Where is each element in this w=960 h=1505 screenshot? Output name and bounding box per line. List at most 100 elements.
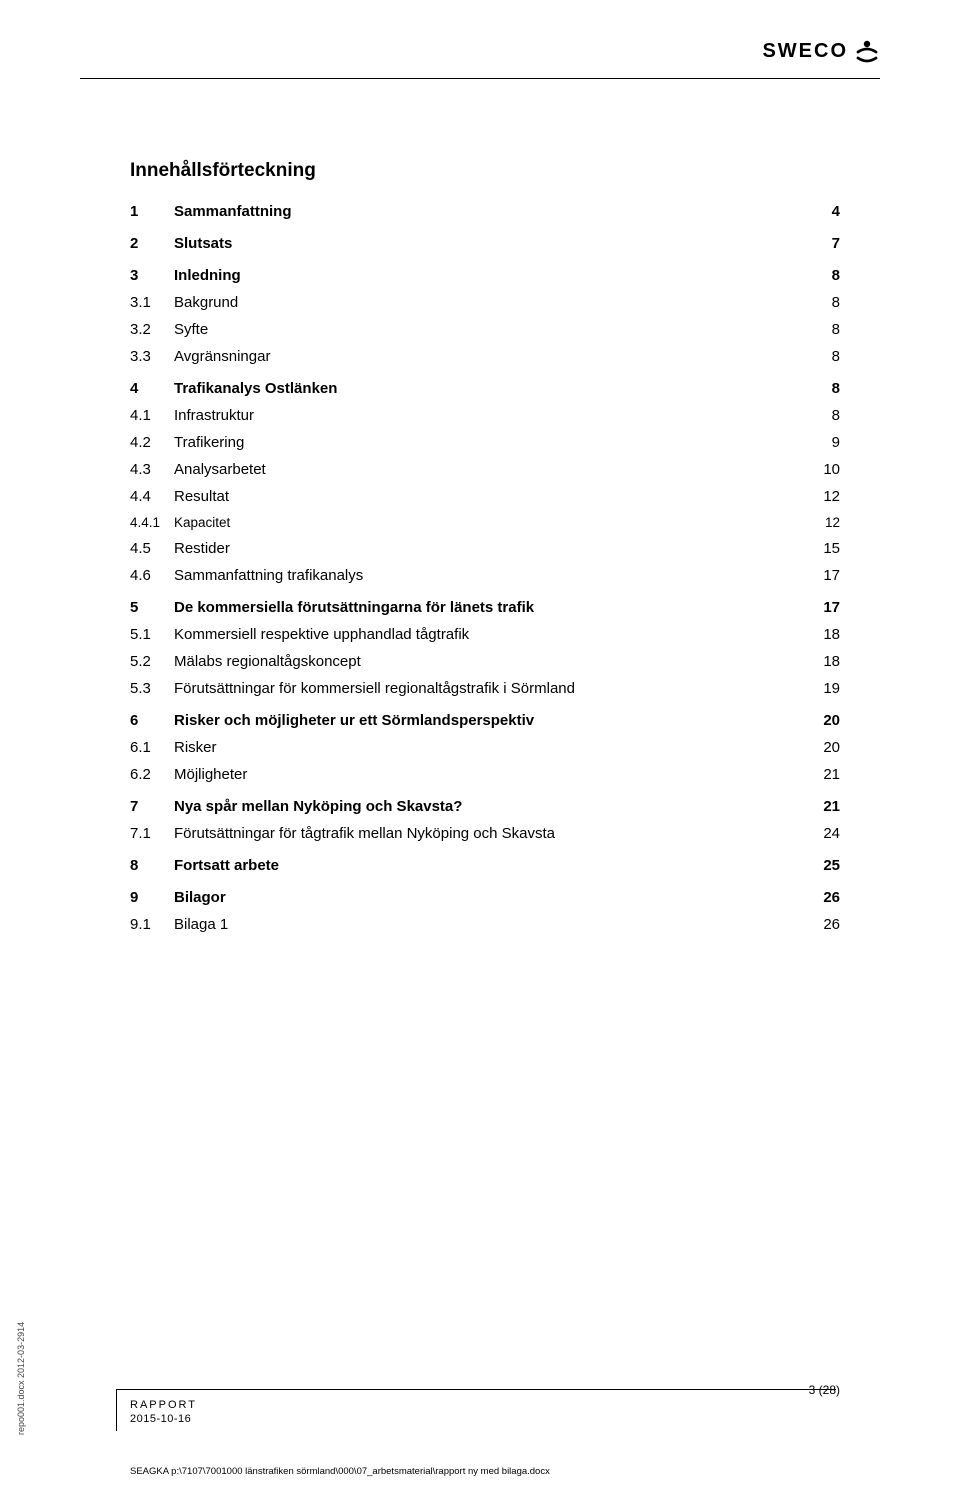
footer-rapport-label: RAPPORT [130, 1399, 197, 1411]
header-logo: SWECO [762, 38, 880, 64]
toc-row-number: 3.1 [130, 291, 174, 315]
toc-row-title: Mälabs regionaltågskoncept [174, 650, 815, 674]
toc-row-title: Infrastruktur [174, 404, 824, 428]
toc-row-title: Risker och möjligheter ur ett Sörmlandsp… [174, 709, 815, 733]
toc-row-number: 4.6 [130, 564, 174, 588]
toc-row-number: 8 [130, 854, 174, 878]
toc-row-page: 17 [815, 564, 840, 588]
toc-row-number: 9 [130, 886, 174, 910]
toc-row-number: 4.5 [130, 537, 174, 561]
toc-list: 1Sammanfattning42Slutsats73Inledning83.1… [130, 200, 840, 937]
toc-row-page: 8 [824, 404, 840, 428]
toc-row: 6Risker och möjligheter ur ett Sörmlands… [130, 709, 840, 733]
toc-row-title: Trafikering [174, 431, 824, 455]
logo-icon [854, 38, 880, 64]
side-doc-ref: repo001.docx 2012-03-2914 [16, 1322, 26, 1435]
toc-row-title: Inledning [174, 264, 824, 288]
toc-row-number: 5.1 [130, 623, 174, 647]
toc-row-page: 21 [815, 795, 840, 819]
toc-row: 3.2Syfte8 [130, 318, 840, 342]
toc-row: 6.2Möjligheter21 [130, 763, 840, 787]
toc-row-number: 6.1 [130, 736, 174, 760]
toc-row-title: Restider [174, 537, 815, 561]
toc-row-page: 20 [815, 736, 840, 760]
toc-container: Innehållsförteckning 1Sammanfattning4 2Sl… [130, 160, 840, 940]
toc-row-page: 8 [824, 264, 840, 288]
toc-row: 4.6Sammanfattning trafikanalys17 [130, 564, 840, 588]
toc-row-title: Avgränsningar [174, 345, 824, 369]
toc-row-title: Kapacitet [174, 512, 817, 534]
toc-row-page: 26 [815, 886, 840, 910]
toc-row-page: 20 [815, 709, 840, 733]
toc-row: 4.1Infrastruktur8 [130, 404, 840, 428]
footer-rule-horizontal [116, 1389, 836, 1390]
toc-row-title: Bilagor [174, 886, 815, 910]
page-number: 3 (28) [809, 1383, 840, 1397]
toc-row-page: 7 [824, 232, 840, 256]
toc-row-page: 18 [815, 650, 840, 674]
toc-row-number: 3.2 [130, 318, 174, 342]
toc-row-page: 21 [815, 763, 840, 787]
footer-rule-vertical [116, 1389, 117, 1431]
toc-row-title: Syfte [174, 318, 824, 342]
footer-block: RAPPORT 2015-10-16 [130, 1391, 197, 1425]
toc-row: 5.2Mälabs regionaltågskoncept18 [130, 650, 840, 674]
footer-date: 2015-10-16 [130, 1413, 197, 1425]
toc-row-title: Förutsättningar för kommersiell regional… [174, 677, 815, 701]
toc-row-page: 19 [815, 677, 840, 701]
toc-row-title: Nya spår mellan Nyköping och Skavsta? [174, 795, 815, 819]
toc-row-number: 3 [130, 264, 174, 288]
toc-row-page: 12 [817, 512, 840, 534]
toc-row-title: Kommersiell respektive upphandlad tågtra… [174, 623, 815, 647]
toc-row-number: 2 [130, 232, 174, 256]
toc-row-page: 12 [815, 485, 840, 509]
toc-row-title: Analysarbetet [174, 458, 815, 482]
toc-row: 7Nya spår mellan Nyköping och Skavsta?21 [130, 795, 840, 819]
toc-row: 9.1Bilaga 126 [130, 913, 840, 937]
toc-row-page: 26 [815, 913, 840, 937]
toc-row: 9Bilagor26 [130, 886, 840, 910]
toc-row-number: 4.3 [130, 458, 174, 482]
logo-text: SWECO [762, 40, 848, 63]
toc-row-title: De kommersiella förutsättningarna för lä… [174, 596, 815, 620]
toc-row-number: 4.1 [130, 404, 174, 428]
toc-row-title: Trafikanalys Ostlänken [174, 377, 824, 401]
toc-row: 6.1Risker20 [130, 736, 840, 760]
toc-row-page: 17 [815, 596, 840, 620]
toc-row-title: Bakgrund [174, 291, 824, 315]
toc-row: 5De kommersiella förutsättningarna för l… [130, 596, 840, 620]
toc-row: 2Slutsats7 [130, 232, 840, 256]
toc-row-page: 24 [815, 822, 840, 846]
toc-row-number: 7.1 [130, 822, 174, 846]
toc-row: 1Sammanfattning4 [130, 200, 840, 224]
toc-row-title: Risker [174, 736, 815, 760]
toc-row-page: 25 [815, 854, 840, 878]
toc-row-number: 1 [130, 200, 174, 224]
toc-row-title: Bilaga 1 [174, 913, 815, 937]
toc-row-title: Fortsatt arbete [174, 854, 815, 878]
toc-row-number: 5.2 [130, 650, 174, 674]
toc-row: 4.5Restider15 [130, 537, 840, 561]
toc-row-number: 4 [130, 377, 174, 401]
toc-row: 3.3Avgränsningar8 [130, 345, 840, 369]
toc-row-number: 4.4.1 [130, 512, 174, 534]
toc-row-page: 8 [824, 345, 840, 369]
toc-row: 8Fortsatt arbete25 [130, 854, 840, 878]
toc-row-page: 18 [815, 623, 840, 647]
toc-title: Innehållsförteckning [130, 160, 840, 182]
toc-row: 7.1Förutsättningar för tågtrafik mellan … [130, 822, 840, 846]
toc-row: 5.3Förutsättningar för kommersiell regio… [130, 677, 840, 701]
toc-row: 4Trafikanalys Ostlänken8 [130, 377, 840, 401]
toc-row-number: 4.2 [130, 431, 174, 455]
toc-row: 3Inledning8 [130, 264, 840, 288]
toc-row: 4.2Trafikering9 [130, 431, 840, 455]
toc-row-title: Slutsats [174, 232, 824, 256]
toc-row-number: 9.1 [130, 913, 174, 937]
toc-row-title: Resultat [174, 485, 815, 509]
toc-row-page: 9 [824, 431, 840, 455]
toc-row-number: 4.4 [130, 485, 174, 509]
toc-row: 4.4Resultat12 [130, 485, 840, 509]
toc-row-number: 6 [130, 709, 174, 733]
toc-row: 3.1Bakgrund8 [130, 291, 840, 315]
toc-row-number: 6.2 [130, 763, 174, 787]
